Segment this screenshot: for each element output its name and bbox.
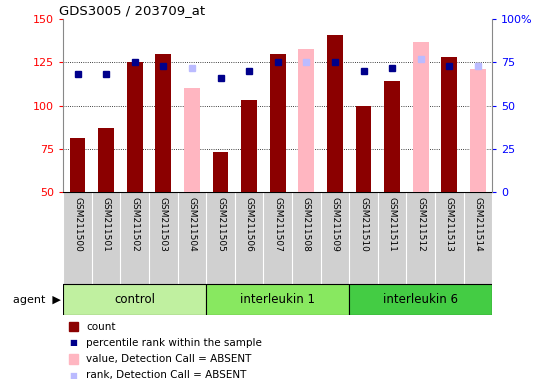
Text: GSM211504: GSM211504 (188, 197, 196, 252)
Text: GSM211502: GSM211502 (130, 197, 139, 252)
Text: percentile rank within the sample: percentile rank within the sample (86, 338, 262, 348)
Bar (413, 42, 428, 192)
Bar (470, 70, 486, 192)
Bar (356, 106, 371, 192)
Bar (241, 101, 257, 192)
Bar (63, 284, 206, 315)
Text: ■: ■ (69, 338, 77, 348)
Text: count: count (86, 322, 116, 332)
Text: GSM211506: GSM211506 (245, 197, 254, 252)
Bar (206, 284, 349, 315)
Bar (349, 284, 492, 315)
Text: interleukin 6: interleukin 6 (383, 293, 458, 306)
Text: value, Detection Call = ABSENT: value, Detection Call = ABSENT (86, 354, 252, 364)
Text: control: control (114, 293, 155, 306)
Text: GSM211512: GSM211512 (416, 197, 425, 252)
Bar (327, 35, 343, 192)
Text: GSM211513: GSM211513 (445, 197, 454, 252)
Bar (442, 57, 457, 192)
Text: GSM211510: GSM211510 (359, 197, 368, 252)
Text: GDS3005 / 203709_at: GDS3005 / 203709_at (59, 3, 205, 17)
Bar (156, 54, 171, 192)
Bar (98, 128, 114, 192)
Bar (127, 63, 142, 192)
Text: interleukin 1: interleukin 1 (240, 293, 315, 306)
Text: ■: ■ (69, 371, 77, 380)
Bar (70, 139, 85, 192)
Bar (213, 152, 228, 192)
Text: GSM211507: GSM211507 (273, 197, 282, 252)
Text: GSM211500: GSM211500 (73, 197, 82, 252)
Bar (270, 54, 285, 192)
Text: GSM211509: GSM211509 (331, 197, 339, 252)
Text: GSM211505: GSM211505 (216, 197, 225, 252)
Bar (384, 81, 400, 192)
Bar (184, 88, 200, 192)
Text: GSM211503: GSM211503 (159, 197, 168, 252)
Text: GSM211511: GSM211511 (388, 197, 397, 252)
Text: GSM211501: GSM211501 (102, 197, 111, 252)
Bar (299, 49, 314, 192)
Text: GSM211514: GSM211514 (474, 197, 482, 252)
Text: agent  ▶: agent ▶ (13, 295, 60, 305)
Text: rank, Detection Call = ABSENT: rank, Detection Call = ABSENT (86, 370, 247, 380)
Text: GSM211508: GSM211508 (302, 197, 311, 252)
